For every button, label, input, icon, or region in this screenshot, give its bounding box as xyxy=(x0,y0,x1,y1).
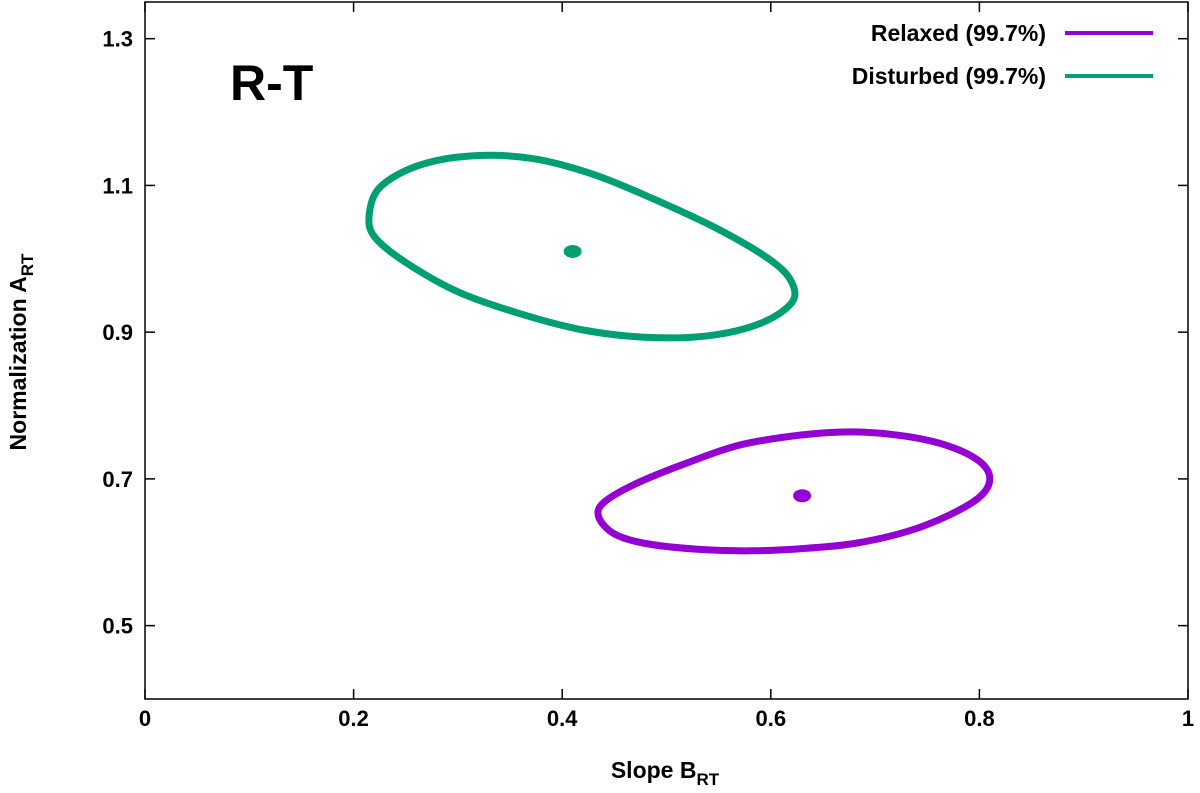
best-fit-point-disturbed xyxy=(563,244,582,258)
y-tick-label: 0.9 xyxy=(102,320,133,345)
y-tick-label: 0.7 xyxy=(102,467,133,492)
legend-label-disturbed: Disturbed (99.7%) xyxy=(852,63,1046,89)
series-layer xyxy=(365,151,994,555)
y-axis-label: Normalization ART xyxy=(5,253,37,450)
x-tick-label: 0.8 xyxy=(964,706,995,731)
x-tick-label: 0.2 xyxy=(338,706,369,731)
x-axis-label-main: Slope B xyxy=(611,757,697,783)
legend-label-relaxed: Relaxed (99.7%) xyxy=(871,20,1046,46)
y-axis: 0.5 0.7 0.9 1.1 1.3 xyxy=(102,27,1188,639)
x-tick-label: 0.6 xyxy=(756,706,787,731)
legend: Relaxed (99.7%) Disturbed (99.7%) xyxy=(852,20,1153,89)
y-tick-label: 1.3 xyxy=(102,27,133,52)
best-fit-point-relaxed xyxy=(793,489,812,503)
x-axis-label-sub: RT xyxy=(696,770,719,789)
y-tick-label: 1.1 xyxy=(102,173,133,198)
x-tick-label: 0.4 xyxy=(547,706,578,731)
contour-disturbed xyxy=(365,151,799,342)
x-axis-label: Slope BRT xyxy=(611,757,720,789)
y-axis-label-main: Normalization A xyxy=(5,276,31,450)
y-tick-label: 0.5 xyxy=(102,614,133,639)
x-tick-label: 0 xyxy=(139,706,151,731)
y-axis-label-sub: RT xyxy=(18,253,37,276)
contour-relaxed xyxy=(594,428,994,555)
panel-label: R-T xyxy=(230,55,313,111)
x-tick-label: 1 xyxy=(1182,706,1194,731)
x-axis: 0 0.2 0.4 0.6 0.8 1 xyxy=(139,2,1194,731)
plot-frame xyxy=(144,1,1189,700)
